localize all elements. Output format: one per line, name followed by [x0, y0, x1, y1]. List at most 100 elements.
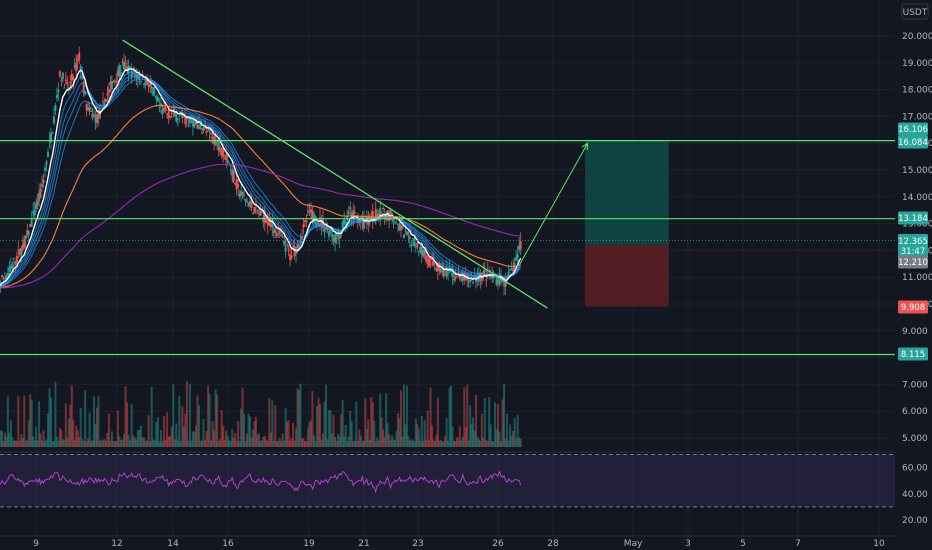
volume-bar: [69, 404, 72, 447]
volume-bar: [497, 404, 499, 447]
candle-body: [6, 272, 9, 276]
volume-bar: [352, 440, 355, 447]
candle-body: [432, 261, 435, 266]
volume-bar: [136, 429, 139, 447]
volume-bar: [368, 439, 371, 447]
volume-bar: [84, 389, 87, 447]
volume-bar: [133, 437, 136, 447]
candle-body: [184, 116, 187, 125]
time-tick-label: 21: [358, 539, 369, 549]
candle-body: [175, 111, 178, 122]
volume-bar: [146, 440, 149, 447]
volume-bar: [155, 421, 158, 447]
volume-bar: [361, 440, 364, 447]
volume-bar: [283, 440, 286, 447]
candle-body: [126, 66, 129, 72]
volume-bar: [512, 430, 515, 447]
volume-bar: [85, 440, 88, 447]
candle-body: [516, 254, 519, 258]
candle-body: [225, 154, 228, 161]
volume-bar: [235, 440, 238, 447]
drawings[interactable]: [122, 39, 589, 309]
price-tick-label: 13.000: [902, 220, 932, 230]
volume-bar: [66, 438, 69, 447]
volume-bar: [358, 429, 361, 447]
volume-bar: [104, 440, 107, 447]
volume-bar: [275, 440, 278, 447]
candle-body: [219, 148, 222, 153]
candle-body: [341, 221, 344, 231]
candle-body: [382, 207, 385, 209]
stop-price-tag-text: 9.908: [901, 303, 925, 313]
candle-body: [199, 124, 202, 130]
volume-bar: [0, 430, 3, 447]
candle-body: [72, 76, 75, 81]
volume-bar: [254, 417, 257, 447]
candle-body: [328, 231, 331, 237]
time-tick-label: 12: [111, 539, 122, 549]
volume-bar: [48, 388, 51, 447]
volume-bar: [238, 440, 241, 447]
volume-bar: [257, 433, 260, 447]
volume-bar: [191, 431, 194, 447]
volume-bar: [394, 439, 397, 447]
candle-body: [515, 257, 518, 261]
candle-body: [169, 115, 172, 117]
candle-body: [232, 170, 235, 182]
volume-bar: [228, 440, 231, 447]
volume-bar: [284, 407, 287, 447]
volume-bar: [158, 440, 161, 447]
candle-body: [115, 81, 118, 83]
candle-body: [45, 161, 48, 165]
volume-bar: [44, 440, 47, 447]
horizontal-levels[interactable]: [0, 140, 895, 356]
projection-arrow[interactable]: [519, 142, 589, 265]
trade-position-zones[interactable]: [585, 140, 669, 307]
volume-bar: [334, 437, 337, 447]
volume-bar: [103, 438, 106, 447]
volume-bar: [377, 440, 380, 447]
volume-bar: [376, 437, 379, 447]
candle-body: [447, 272, 450, 274]
volume-bar: [416, 424, 419, 447]
currency-badge[interactable]: [901, 3, 929, 20]
volume-bar: [33, 440, 36, 447]
candle-body: [272, 230, 275, 234]
candle-body: [394, 222, 397, 224]
grid: [0, 0, 895, 536]
volume-bar: [15, 440, 18, 447]
volume-bar: [308, 421, 311, 447]
candle-body: [280, 234, 283, 237]
price-tick-label: 15.000: [902, 166, 932, 176]
volume-bar: [447, 440, 450, 447]
volume-bar: [63, 440, 66, 447]
descending-trend-line[interactable]: [122, 39, 548, 309]
candle-body: [237, 184, 240, 188]
volume-bar: [190, 440, 193, 447]
volume-bar: [29, 394, 32, 447]
candle-body: [300, 236, 303, 240]
volume-bar: [439, 439, 442, 447]
candle-body: [485, 279, 488, 281]
price-tick-label: 14.000: [902, 193, 932, 203]
candle-body: [11, 264, 14, 269]
candle-body: [320, 219, 323, 227]
volume-bar: [470, 424, 473, 447]
candle-body: [190, 121, 193, 123]
stop-loss-zone[interactable]: [585, 244, 669, 307]
volume-bar: [152, 439, 155, 447]
volume-bar: [380, 417, 383, 447]
take-profit-zone[interactable]: [585, 140, 669, 245]
volume-bar: [115, 440, 118, 447]
candle-body: [257, 212, 260, 214]
volume-bar: [420, 416, 423, 447]
candle-body: [52, 116, 55, 124]
volume-bar: [237, 421, 240, 447]
candle-body: [153, 91, 156, 93]
volume-bar: [129, 440, 132, 447]
candle-body: [187, 117, 190, 120]
volume-bar: [161, 440, 164, 447]
volume-bar: [175, 423, 178, 447]
candle-body: [109, 81, 112, 85]
